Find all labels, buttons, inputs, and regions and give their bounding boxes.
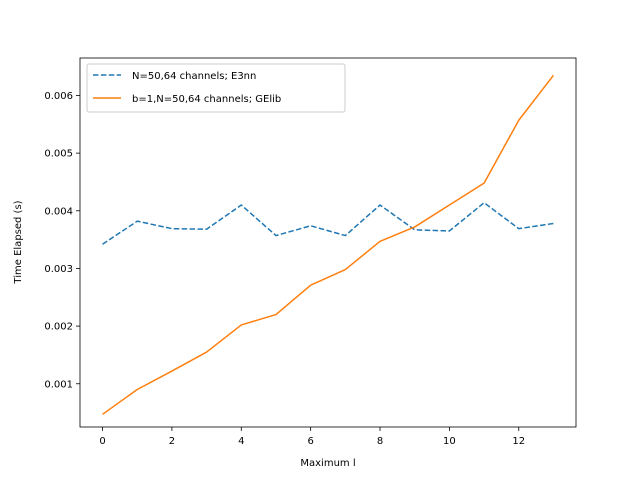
x-tick-label: 12 [512, 436, 525, 447]
series-layer [102, 74, 555, 415]
x-tick-label: 8 [377, 436, 383, 447]
plot-frame [79, 57, 577, 428]
x-tick-label: 0 [99, 436, 105, 447]
series-line-e3nn [102, 201, 554, 245]
legend-box [86, 63, 346, 113]
legend-label-e3nn: N=50,64 channels; E3nn [132, 71, 256, 82]
legend: N=50,64 channels; E3nn b=1,N=50,64 chann… [86, 63, 346, 113]
y-tick-label: 0.004 [44, 206, 73, 217]
y-tick-label: 0.002 [44, 322, 73, 333]
series-line-gelib [102, 74, 555, 415]
y-tick-label: 0.005 [44, 149, 73, 160]
y-tick-label: 0.006 [44, 91, 73, 102]
y-axis: 0.001 0.002 0.003 0.004 0.005 0.006 [44, 91, 80, 390]
x-axis: 0 2 4 6 8 10 12 [99, 427, 525, 447]
x-tick-label: 6 [307, 436, 313, 447]
y-tick-label: 0.001 [44, 379, 73, 390]
y-axis-label: Time Elapsed (s) [13, 200, 24, 284]
x-tick-label: 4 [238, 436, 244, 447]
x-tick-label: 2 [169, 436, 175, 447]
legend-label-gelib: b=1,N=50,64 channels; GElib [132, 94, 281, 105]
x-axis-label: Maximum l [300, 458, 355, 469]
y-tick-label: 0.003 [44, 264, 73, 275]
x-tick-label: 10 [443, 436, 456, 447]
